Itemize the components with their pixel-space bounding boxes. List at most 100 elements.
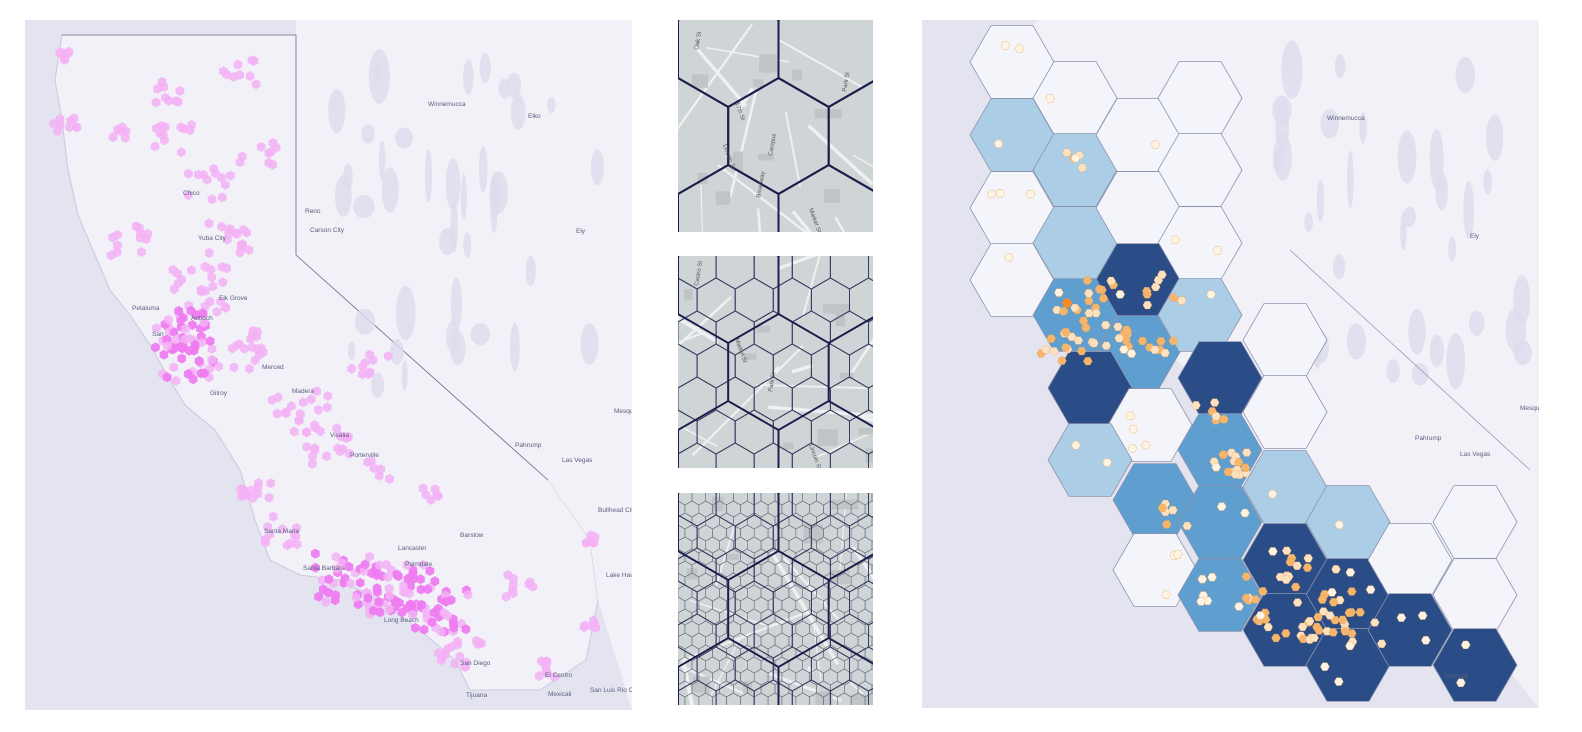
pink-hex-bin[interactable] <box>461 624 471 635</box>
orange-micro-hex[interactable] <box>1334 677 1344 686</box>
pink-hex-bin[interactable] <box>443 610 452 621</box>
pink-hex-bin[interactable] <box>430 576 440 587</box>
orange-micro-hex[interactable] <box>1052 305 1062 314</box>
orange-micro-hex[interactable] <box>1302 563 1313 572</box>
orange-micro-hex[interactable] <box>1297 622 1308 631</box>
pink-hex-bin[interactable] <box>310 443 319 454</box>
orange-micro-hex[interactable] <box>1102 458 1112 467</box>
orange-micro-hex[interactable] <box>1206 290 1216 299</box>
pink-hex-bin[interactable] <box>324 587 333 598</box>
pink-hex-bin[interactable] <box>308 458 317 469</box>
orange-micro-hex[interactable] <box>1162 520 1172 529</box>
orange-micro-hex[interactable] <box>1119 345 1129 354</box>
pink-hex-bin[interactable] <box>314 591 323 602</box>
orange-micro-hex[interactable] <box>1197 575 1208 584</box>
pink-hex-bin[interactable] <box>194 356 204 366</box>
orange-micro-hex[interactable] <box>1456 678 1466 687</box>
pink-hex-bin[interactable] <box>423 584 433 595</box>
pink-hex-bin[interactable] <box>408 609 417 620</box>
orange-micro-hex[interactable] <box>1142 301 1153 310</box>
orange-micro-hex[interactable] <box>1169 293 1179 302</box>
pink-hex-bin[interactable] <box>419 624 429 635</box>
pink-hex-bin[interactable] <box>289 426 299 437</box>
pink-hex-bin[interactable] <box>295 415 304 426</box>
orange-micro-hex[interactable] <box>1114 334 1124 343</box>
orange-micro-hex[interactable] <box>1337 615 1348 624</box>
orange-micro-hex[interactable] <box>1061 328 1071 337</box>
orange-micro-hex[interactable] <box>1281 575 1291 584</box>
left-hexbin-map[interactable]: Winnemucca Elko Reno Carson City Yuba City Ch… <box>25 20 632 710</box>
orange-micro-hex[interactable] <box>1328 628 1338 637</box>
pink-hex-bin[interactable] <box>323 391 333 401</box>
orange-micro-hex[interactable] <box>1054 288 1064 297</box>
pink-hex-bin[interactable] <box>268 511 278 522</box>
pink-hex-bin[interactable] <box>382 559 391 570</box>
pink-hex-bin[interactable] <box>453 636 462 647</box>
orange-micro-hex[interactable] <box>1355 608 1365 617</box>
orange-micro-hex[interactable] <box>1320 662 1330 671</box>
orange-micro-hex[interactable] <box>1282 546 1292 555</box>
pink-hex-bin[interactable] <box>586 530 596 541</box>
pink-hex-bin[interactable] <box>411 622 420 633</box>
pink-hex-bin[interactable] <box>385 604 394 615</box>
orange-micro-hex[interactable] <box>1113 322 1123 331</box>
choropleth-hex[interactable] <box>1367 593 1453 667</box>
pink-hex-bin[interactable] <box>245 71 255 82</box>
orange-micro-hex[interactable] <box>1157 270 1167 279</box>
orange-micro-hex[interactable] <box>1057 356 1067 365</box>
pink-hex-bin[interactable] <box>197 337 207 348</box>
pink-hex-bin[interactable] <box>311 562 320 573</box>
orange-micro-hex[interactable] <box>1223 467 1233 476</box>
pink-hex-bin[interactable] <box>433 491 443 502</box>
pink-hex-bin[interactable] <box>324 574 334 585</box>
pink-hex-bin[interactable] <box>534 671 544 681</box>
orange-micro-hex[interactable] <box>1268 547 1278 556</box>
pink-hex-bin[interactable] <box>161 92 170 103</box>
pink-hex-bin[interactable] <box>358 361 367 372</box>
orange-micro-hex[interactable] <box>1292 598 1303 607</box>
orange-micro-hex[interactable] <box>1207 573 1217 582</box>
pink-hex-bin[interactable] <box>314 404 323 415</box>
pink-hex-bin[interactable] <box>72 122 81 132</box>
pink-hex-bin[interactable] <box>169 362 178 373</box>
hotspot-hex[interactable] <box>1062 298 1072 308</box>
pink-hex-bin[interactable] <box>64 46 74 57</box>
pink-hex-bin[interactable] <box>332 423 342 434</box>
pink-hex-bin[interactable] <box>247 55 257 66</box>
pink-hex-bin[interactable] <box>317 575 327 586</box>
pink-hex-bin[interactable] <box>407 600 417 611</box>
orange-micro-hex[interactable] <box>1014 44 1025 54</box>
pink-hex-bin[interactable] <box>169 327 179 337</box>
pink-hex-bin[interactable] <box>375 607 385 618</box>
orange-micro-hex[interactable] <box>1150 345 1160 354</box>
orange-micro-hex[interactable] <box>1305 617 1315 626</box>
pink-hex-bin[interactable] <box>308 451 317 462</box>
pink-hex-bin[interactable] <box>202 174 212 185</box>
orange-micro-hex[interactable] <box>1000 41 1011 50</box>
orange-micro-hex[interactable] <box>1173 550 1183 559</box>
pink-hex-bin[interactable] <box>285 538 295 549</box>
orange-micro-hex[interactable] <box>1317 595 1327 604</box>
pink-hex-bin[interactable] <box>136 228 145 239</box>
pink-hex-bin[interactable] <box>306 394 316 405</box>
pink-hex-bin[interactable] <box>281 408 291 419</box>
pink-hex-bin[interactable] <box>384 351 393 362</box>
orange-micro-hex[interactable] <box>1331 565 1341 574</box>
pink-hex-bin[interactable] <box>384 583 394 594</box>
pink-hex-bin[interactable] <box>209 163 218 174</box>
orange-micro-hex[interactable] <box>1196 597 1206 606</box>
orange-micro-hex[interactable] <box>995 189 1005 198</box>
pink-hex-bin[interactable] <box>375 560 384 571</box>
orange-micro-hex[interactable] <box>1255 611 1266 620</box>
orange-micro-hex[interactable] <box>986 189 997 199</box>
orange-micro-hex[interactable] <box>1240 463 1251 472</box>
orange-micro-hex[interactable] <box>1211 412 1221 421</box>
pink-hex-bin[interactable] <box>254 478 263 489</box>
pink-hex-bin[interactable] <box>108 132 118 143</box>
pink-hex-bin[interactable] <box>226 170 235 181</box>
pink-hex-bin[interactable] <box>589 537 598 548</box>
pink-hex-bin[interactable] <box>120 132 130 143</box>
orange-micro-hex[interactable] <box>1101 321 1111 330</box>
orange-micro-hex[interactable] <box>1234 458 1244 467</box>
pink-hex-bin[interactable] <box>436 626 446 637</box>
